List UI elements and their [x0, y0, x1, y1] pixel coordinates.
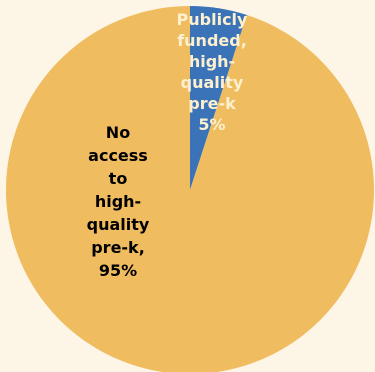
pie-slice-label-line: No: [106, 123, 130, 142]
pie-slice-label-line: pre-k,: [91, 238, 145, 257]
pie-slice-1: [190, 6, 247, 190]
pie-slices: [6, 6, 374, 372]
pie-slice-label-line: pre-k: [188, 94, 236, 113]
pie-slice-label-line: high-: [95, 192, 141, 211]
pie-slice-label-line: 5%: [198, 115, 225, 134]
pie-slice-2: [6, 6, 374, 372]
pie-slice-label-line: high-: [189, 52, 235, 71]
pie-slice-label-1: Publicly funded, high-quality pre-k 5%: [177, 10, 249, 134]
pie-slice-label-line: access: [88, 146, 148, 165]
pie-slice-label-line: funded,: [177, 31, 247, 50]
pie-slice-label-line: to: [109, 169, 128, 188]
pie-slice-label-2: No access to high-quality pre-k, 95%: [87, 123, 150, 280]
pie-slice-label-line: quality: [87, 215, 150, 234]
pie-slice-label-line: quality: [181, 73, 244, 92]
pie-slice-label-line: Publicly: [177, 10, 249, 29]
pie-slice-label-line: 95%: [99, 261, 137, 280]
pie-labels: Publicly funded, high-quality pre-k 5% No acce…: [87, 10, 248, 280]
